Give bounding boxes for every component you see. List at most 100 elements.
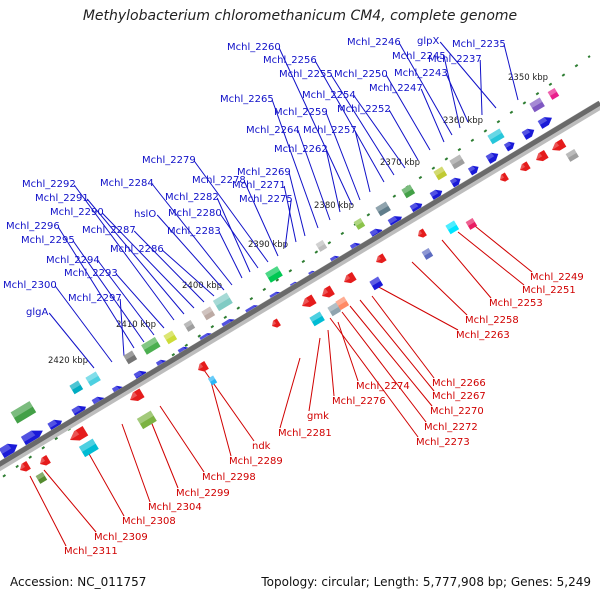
leader-line-mchl-2278 <box>243 180 279 257</box>
leader-line-mchl-2283 <box>218 231 243 279</box>
gene-label-mchl-2289: Mchl_2289 <box>229 456 283 467</box>
scale-label-2390-kbp: 2390 kbp <box>248 240 288 250</box>
gene-label-mchl-2292: Mchl_2292 <box>22 179 76 190</box>
gene-label-mchl-2265: Mchl_2265 <box>220 94 274 105</box>
plus-strand-leader-lines <box>48 41 519 369</box>
leader-line-mchl-2271 <box>283 185 297 243</box>
leader-line-mchl-2272 <box>341 311 427 423</box>
plus-feature-4 <box>449 154 465 170</box>
plus-arrow-24 <box>71 405 86 419</box>
gene-label-mchl-2299: Mchl_2299 <box>176 488 230 499</box>
gene-label-mchl-2247: Mchl_2247 <box>369 83 423 94</box>
gene-label-mchl-2294: Mchl_2294 <box>46 255 100 266</box>
gene-label-mchl-2298: Mchl_2298 <box>202 472 256 483</box>
gene-label-mchl-2249: Mchl_2249 <box>530 272 584 283</box>
gene-label-hslo: hslO <box>134 209 156 220</box>
leader-line-mchl-2290 <box>101 212 195 309</box>
plus-feature-17 <box>85 371 101 387</box>
minus-arrow-12 <box>127 388 145 402</box>
minus-arrow-8 <box>319 285 335 298</box>
scale-label-2350-kbp: 2350 kbp <box>508 73 548 83</box>
minus-arrow-14 <box>37 454 51 466</box>
tick-track-outer-minus <box>0 148 600 528</box>
minus-arrow-3 <box>517 161 531 172</box>
gene-label-mchl-2257: Mchl_2257 <box>303 125 357 136</box>
scale-label-2380-kbp: 2380 kbp <box>314 201 354 211</box>
leader-line-mchl-2276 <box>327 329 335 397</box>
gene-label-mchl-2279: Mchl_2279 <box>142 155 196 166</box>
gene-label-mchl-2274: Mchl_2274 <box>356 381 410 392</box>
gene-label-mchl-2253: Mchl_2253 <box>489 298 543 309</box>
leader-line-glpx <box>439 41 497 109</box>
gene-label-mchl-2290: Mchl_2290 <box>50 207 104 218</box>
gene-label-mchl-2284: Mchl_2284 <box>100 178 154 189</box>
minus-arrow-11 <box>195 360 209 372</box>
plus-arrow-2 <box>521 128 535 140</box>
plus-feature-16 <box>123 350 138 365</box>
scale-label-2420-kbp: 2420 kbp <box>48 356 88 366</box>
gene-label-gmk: gmk <box>307 411 329 422</box>
leader-line-mchl-2311 <box>29 475 67 547</box>
leader-line-mchl-2270 <box>349 305 433 407</box>
leader-line-mchl-2255 <box>330 74 395 176</box>
minus-arrow-5 <box>415 228 427 238</box>
leader-line-mchl-2294 <box>97 260 155 336</box>
leader-line-mchl-2281 <box>279 357 301 429</box>
gene-label-mchl-2245: Mchl_2245 <box>392 51 446 62</box>
leader-line-mchl-2269 <box>288 172 306 237</box>
leader-line-gmk <box>308 337 321 412</box>
plus-feature-15 <box>163 330 178 345</box>
leader-line-mchl-2304 <box>121 423 151 503</box>
leader-line-mchl-2256 <box>314 60 385 183</box>
gene-label-mchl-2275: Mchl_2275 <box>239 194 293 205</box>
plus-feature-1 <box>529 97 545 113</box>
leader-line-mchl-2309 <box>43 469 97 533</box>
gene-label-glga: glgA <box>26 307 48 318</box>
leader-line-mchl-2263 <box>374 284 459 331</box>
leader-line-mchl-2291 <box>86 198 185 315</box>
leader-line-mchl-2295 <box>72 240 145 343</box>
gene-label-glpx: glpX <box>417 36 439 47</box>
leader-line-mchl-2249 <box>469 221 533 273</box>
gene-label-mchl-2272: Mchl_2272 <box>424 422 478 433</box>
gene-label-mchl-2262: Mchl_2262 <box>274 144 328 155</box>
leader-line-mchl-2296 <box>57 226 135 349</box>
leader-line-mchl-2246 <box>398 42 453 136</box>
gene-label-mchl-2246: Mchl_2246 <box>347 37 401 48</box>
leader-line-mchl-2308 <box>87 451 125 517</box>
leader-line-mchl-2273 <box>329 317 419 438</box>
minus-arrow-10 <box>269 318 281 328</box>
scale-label-2360-kbp: 2360 kbp <box>443 116 483 126</box>
plus-feature-3 <box>487 128 505 145</box>
gene-label-mchl-2260: Mchl_2260 <box>227 42 281 53</box>
plus-arrow-6 <box>449 177 461 188</box>
gene-label-mchl-2308: Mchl_2308 <box>122 516 176 527</box>
minus-feature-7 <box>327 302 342 317</box>
gene-label-mchl-2255: Mchl_2255 <box>279 69 333 80</box>
gene-label-mchl-2263: Mchl_2263 <box>456 330 510 341</box>
minus-feature-12 <box>35 472 48 484</box>
leader-line-mchl-2264 <box>297 130 331 221</box>
gene-label-mchl-2264: Mchl_2264 <box>246 125 300 136</box>
plus-feature-18 <box>69 380 84 395</box>
plus-feature-14 <box>141 337 161 355</box>
gene-label-mchl-2250: Mchl_2250 <box>334 69 388 80</box>
genome-backbone <box>0 100 600 472</box>
gene-label-mchl-2304: Mchl_2304 <box>148 502 202 513</box>
leader-line-mchl-2287 <box>133 230 205 303</box>
leader-line-mchl-2280 <box>219 213 259 269</box>
gene-label-ndk: ndk <box>252 441 271 452</box>
gene-label-mchl-2309: Mchl_2309 <box>94 532 148 543</box>
gene-label-mchl-2311: Mchl_2311 <box>64 546 118 557</box>
scale-label-2370-kbp: 2370 kbp <box>380 158 420 168</box>
leader-line-mchl-2235 <box>503 44 519 101</box>
plus-arrow-9 <box>387 216 402 228</box>
gene-label-mchl-2282: Mchl_2282 <box>165 192 219 203</box>
leader-line-mchl-2250 <box>385 74 431 151</box>
gene-label-mchl-2283: Mchl_2283 <box>167 226 221 237</box>
gene-label-mchl-2281: Mchl_2281 <box>278 428 332 439</box>
leader-line-mchl-2257 <box>354 130 371 193</box>
leader-line-mchl-2292 <box>73 184 175 321</box>
minus-feature-6 <box>335 296 350 311</box>
plus-feature-12 <box>201 306 216 321</box>
